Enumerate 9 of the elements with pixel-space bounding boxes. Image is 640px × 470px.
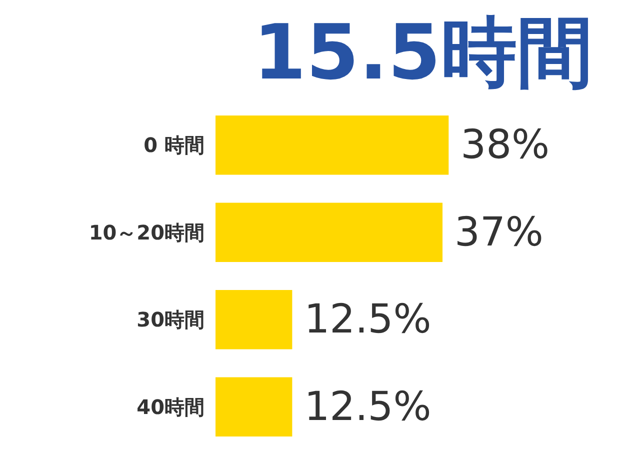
- chart-title: 15.5時間: [253, 8, 593, 96]
- y-tick-label: 40時間: [136, 394, 205, 419]
- y-tick-label: 30時間: [136, 308, 205, 332]
- y-tick-label: 0 時間: [144, 133, 205, 158]
- data-label: 12.5%: [304, 296, 432, 343]
- data-label: 12.5%: [304, 384, 432, 430]
- data-label: 38%: [460, 122, 550, 168]
- data-label: 37%: [454, 209, 544, 256]
- y-tick-label: 10～20時間: [88, 220, 205, 244]
